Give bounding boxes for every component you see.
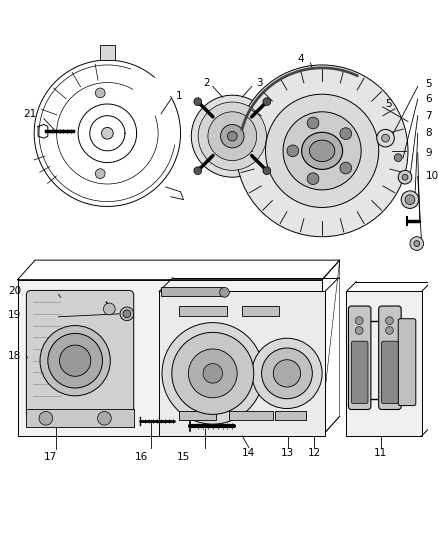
Circle shape: [394, 154, 402, 161]
Circle shape: [221, 125, 244, 148]
Polygon shape: [18, 280, 322, 436]
Bar: [99, 45, 115, 60]
Text: 2: 2: [203, 77, 210, 87]
Circle shape: [263, 98, 271, 106]
FancyBboxPatch shape: [379, 306, 401, 409]
Bar: [230, 411, 273, 420]
Circle shape: [162, 322, 264, 424]
Circle shape: [198, 102, 266, 171]
Text: 16: 16: [135, 453, 148, 462]
Circle shape: [227, 131, 237, 141]
Circle shape: [102, 127, 113, 139]
Circle shape: [401, 191, 419, 208]
Circle shape: [95, 88, 105, 98]
Circle shape: [103, 303, 115, 315]
FancyBboxPatch shape: [381, 341, 398, 403]
Bar: [242, 306, 279, 316]
Text: 9: 9: [426, 148, 432, 158]
Circle shape: [340, 128, 352, 140]
Circle shape: [208, 112, 257, 160]
Circle shape: [402, 174, 408, 180]
Circle shape: [261, 348, 312, 399]
Ellipse shape: [302, 132, 343, 169]
Circle shape: [263, 167, 271, 175]
Circle shape: [236, 65, 408, 237]
Circle shape: [48, 333, 102, 388]
Text: 20: 20: [8, 286, 21, 296]
Text: 8: 8: [426, 128, 432, 138]
Text: 10: 10: [426, 171, 438, 181]
Text: 13: 13: [281, 448, 295, 458]
FancyBboxPatch shape: [26, 290, 134, 417]
Circle shape: [60, 345, 91, 376]
Text: 17: 17: [44, 453, 57, 462]
Text: 6: 6: [426, 94, 432, 104]
Circle shape: [405, 195, 415, 205]
Circle shape: [40, 326, 110, 396]
Text: 18: 18: [8, 351, 21, 361]
Circle shape: [191, 95, 273, 177]
Bar: [275, 411, 307, 420]
Circle shape: [194, 98, 201, 106]
Text: 5: 5: [426, 79, 432, 90]
Circle shape: [265, 94, 379, 207]
Text: 1: 1: [176, 91, 182, 101]
Text: 11: 11: [374, 448, 387, 458]
Circle shape: [410, 237, 424, 251]
Circle shape: [219, 287, 230, 297]
Circle shape: [95, 169, 105, 179]
Text: 7: 7: [426, 111, 432, 120]
FancyBboxPatch shape: [349, 306, 371, 409]
Ellipse shape: [309, 140, 335, 161]
Circle shape: [385, 327, 393, 334]
Text: 5: 5: [385, 99, 392, 109]
FancyBboxPatch shape: [351, 341, 368, 403]
Circle shape: [39, 411, 53, 425]
Text: 21: 21: [23, 109, 36, 119]
Circle shape: [98, 411, 111, 425]
Circle shape: [120, 307, 134, 321]
Circle shape: [398, 171, 412, 184]
Circle shape: [355, 317, 363, 325]
Circle shape: [385, 317, 393, 325]
Circle shape: [194, 167, 201, 175]
Text: 19: 19: [8, 310, 21, 320]
Bar: [26, 409, 134, 427]
Text: 12: 12: [307, 448, 321, 458]
FancyBboxPatch shape: [398, 319, 416, 406]
Circle shape: [203, 364, 223, 383]
Circle shape: [273, 360, 300, 387]
Text: 15: 15: [177, 453, 190, 462]
Circle shape: [307, 173, 319, 184]
Circle shape: [123, 310, 131, 318]
Bar: [179, 411, 215, 420]
Circle shape: [307, 117, 319, 129]
Bar: [161, 287, 225, 296]
Circle shape: [287, 145, 299, 157]
Circle shape: [188, 349, 237, 398]
Circle shape: [172, 333, 254, 414]
Bar: [179, 306, 227, 316]
Text: 14: 14: [242, 448, 255, 458]
Bar: [159, 292, 325, 436]
Circle shape: [283, 112, 361, 190]
Text: 3: 3: [256, 77, 262, 87]
Circle shape: [355, 327, 363, 334]
Circle shape: [414, 240, 420, 246]
Text: 4: 4: [298, 54, 304, 64]
Circle shape: [377, 130, 394, 147]
Circle shape: [340, 162, 352, 174]
Bar: [346, 292, 422, 436]
Circle shape: [381, 134, 389, 142]
Circle shape: [252, 338, 322, 408]
